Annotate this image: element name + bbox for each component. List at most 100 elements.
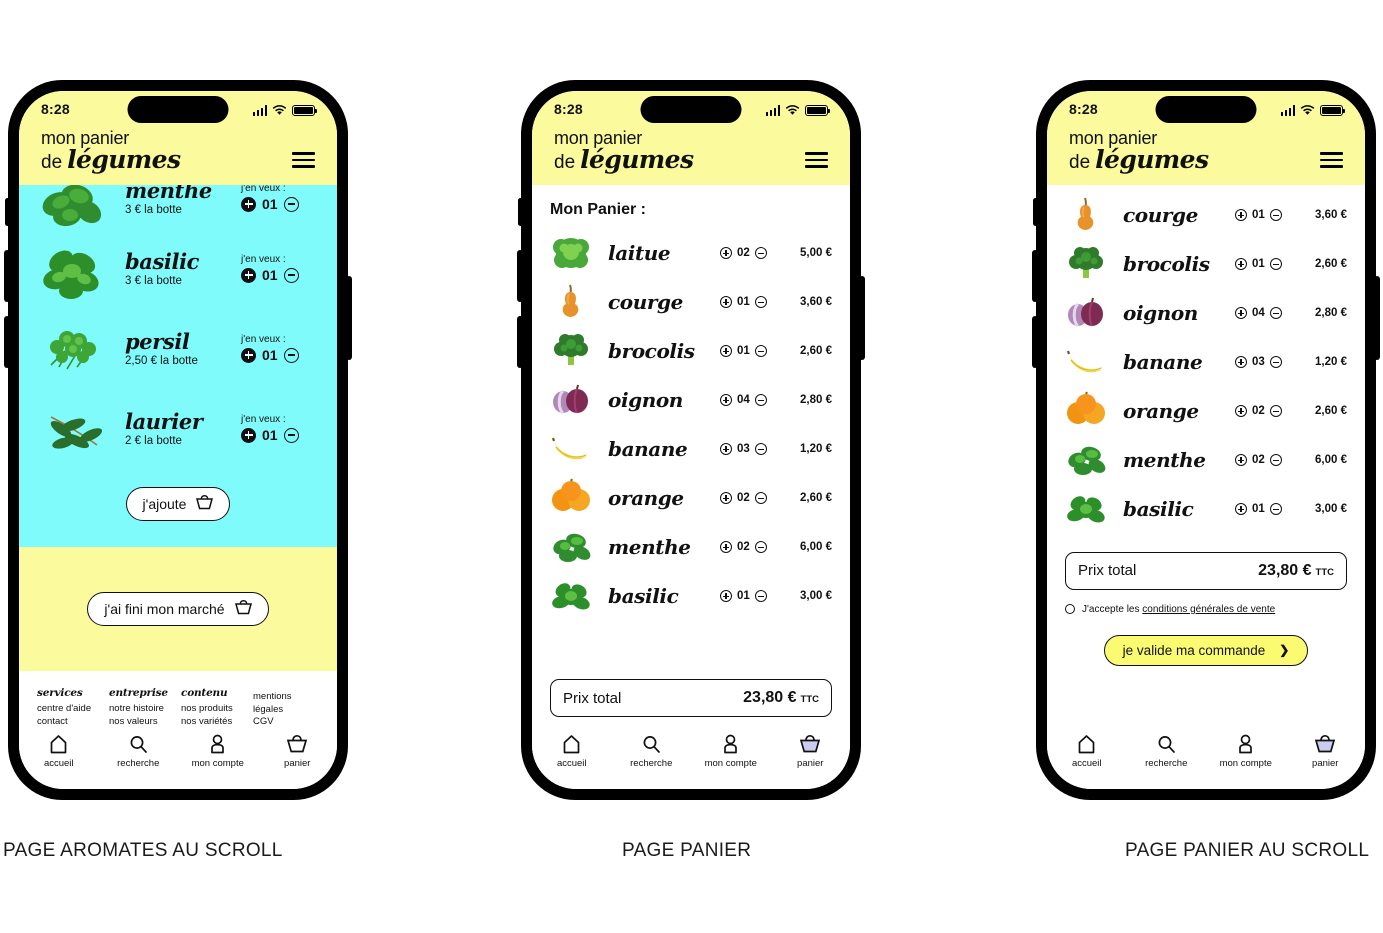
nav-item-panier[interactable]: panier	[262, 733, 332, 769]
cart-row-orange[interactable]: orange 02 2,60 €	[550, 474, 832, 523]
qty-stepper[interactable]: 01	[720, 296, 782, 309]
plus-icon[interactable]	[1235, 258, 1247, 271]
plus-icon[interactable]	[1235, 356, 1247, 369]
cart-row-oignon[interactable]: oignon 04 2,80 €	[550, 376, 832, 425]
qty-stepper[interactable]: 02	[1235, 454, 1297, 467]
plus-icon[interactable]	[720, 541, 732, 554]
nav-item-accueil[interactable]: accueil	[1052, 733, 1122, 769]
minus-icon[interactable]	[1269, 405, 1282, 418]
nav-item-mon-compte[interactable]: mon compte	[1211, 733, 1281, 769]
footer-link[interactable]: nos valeurs	[109, 715, 158, 727]
hamburger-menu-icon[interactable]	[1320, 152, 1343, 168]
qty-stepper[interactable]: 02	[720, 492, 782, 505]
minus-icon[interactable]	[283, 347, 299, 363]
nav-item-accueil[interactable]: accueil	[537, 733, 607, 769]
qty-stepper[interactable]: 02	[720, 247, 782, 260]
footer-link[interactable]: notre histoire	[109, 703, 164, 714]
minus-icon[interactable]	[754, 345, 767, 358]
plus-icon[interactable]	[241, 427, 256, 443]
volume-up-button[interactable]	[1032, 250, 1038, 302]
minus-icon[interactable]	[283, 196, 299, 212]
brand-logo[interactable]: mon panier de légumes	[41, 129, 181, 173]
minus-icon[interactable]	[283, 427, 299, 443]
herb-row-persil[interactable]: persil 2,50 € la botte j'en veux : 01	[37, 309, 319, 389]
plus-icon[interactable]	[720, 247, 732, 260]
plus-icon[interactable]	[720, 443, 732, 456]
cart-row-menthe[interactable]: menthe 02 6,00 €	[1065, 436, 1347, 485]
scroll-body-panier-scroll[interactable]: courge 01 3,60 € brocolis	[1047, 184, 1365, 727]
qty-stepper[interactable]: 04	[1235, 307, 1297, 320]
cart-row-banane[interactable]: banane 03 1,20 €	[550, 425, 832, 474]
plus-icon[interactable]	[241, 267, 256, 283]
herb-row-menthe[interactable]: menthe 3 € la botte j'en veux : 01	[37, 184, 319, 229]
cart-row-brocolis[interactable]: brocolis 01 2,60 €	[550, 327, 832, 376]
plus-icon[interactable]	[1235, 405, 1247, 418]
power-button[interactable]	[1374, 276, 1380, 360]
validate-order-button[interactable]: je valide ma commande ❯	[1103, 634, 1309, 666]
scroll-body-aromates[interactable]: menthe 3 € la botte j'en veux : 01	[19, 184, 337, 727]
minus-icon[interactable]	[754, 296, 767, 309]
cart-row-basilic[interactable]: basilic 01 3,00 €	[550, 572, 832, 621]
volume-down-button[interactable]	[517, 316, 523, 368]
minus-icon[interactable]	[1269, 356, 1282, 369]
plus-icon[interactable]	[1235, 307, 1247, 320]
minus-icon[interactable]	[754, 541, 767, 554]
footer-link[interactable]: mentions légales	[253, 691, 292, 715]
silent-switch[interactable]	[5, 198, 10, 226]
qty-stepper[interactable]: 01	[1235, 209, 1297, 222]
cart-row-basilic[interactable]: basilic 01 3,00 €	[1065, 485, 1347, 534]
nav-item-recherche[interactable]: recherche	[1131, 733, 1201, 769]
qty-stepper[interactable]: 03	[720, 443, 782, 456]
plus-icon[interactable]	[241, 196, 256, 212]
add-button[interactable]: j'ajoute	[125, 486, 231, 521]
cart-row-courge[interactable]: courge 01 3,60 €	[1065, 191, 1347, 240]
minus-icon[interactable]	[1269, 258, 1282, 271]
nav-item-recherche[interactable]: recherche	[616, 733, 686, 769]
qty-stepper[interactable]: 03	[1235, 356, 1297, 369]
footer-link[interactable]: contact	[37, 715, 68, 727]
footer-link[interactable]: nos produits	[181, 703, 233, 714]
brand-logo[interactable]: mon panier de légumes	[554, 129, 694, 173]
plus-icon[interactable]	[1235, 503, 1247, 516]
nav-item-panier[interactable]: panier	[775, 733, 845, 769]
qty-stepper[interactable]: 01	[720, 345, 782, 358]
volume-up-button[interactable]	[517, 250, 523, 302]
qty-stepper[interactable]: 04	[720, 394, 782, 407]
minus-icon[interactable]	[754, 443, 767, 456]
cart-row-courge[interactable]: courge 01 3,60 €	[550, 278, 832, 327]
cart-row-menthe[interactable]: menthe 02 6,00 €	[550, 523, 832, 572]
minus-icon[interactable]	[1269, 209, 1282, 222]
finish-market-button[interactable]: j'ai fini mon marché	[87, 591, 269, 626]
plus-icon[interactable]	[720, 590, 732, 603]
cart-row-banane[interactable]: banane 03 1,20 €	[1065, 338, 1347, 387]
cart-row-brocolis[interactable]: brocolis 01 2,60 €	[1065, 240, 1347, 289]
minus-icon[interactable]	[754, 394, 767, 407]
qty-stepper[interactable]: 01	[241, 196, 319, 212]
herb-row-basilic[interactable]: basilic 3 € la botte j'en veux : 01	[37, 229, 319, 309]
nav-item-mon-compte[interactable]: mon compte	[183, 733, 253, 769]
qty-stepper[interactable]: 01	[720, 590, 782, 603]
cgv-radio-button[interactable]	[1065, 604, 1075, 615]
volume-down-button[interactable]	[4, 316, 10, 368]
minus-icon[interactable]	[283, 267, 299, 283]
qty-stepper[interactable]: 01	[1235, 258, 1297, 271]
minus-icon[interactable]	[754, 247, 767, 260]
cgv-acceptance-row[interactable]: J'accepte les conditions générales de ve…	[1047, 590, 1365, 615]
cgv-link[interactable]: conditions générales de vente	[1142, 603, 1276, 615]
hamburger-menu-icon[interactable]	[805, 152, 828, 168]
nav-item-panier[interactable]: panier	[1290, 733, 1360, 769]
nav-item-mon-compte[interactable]: mon compte	[696, 733, 766, 769]
volume-down-button[interactable]	[1032, 316, 1038, 368]
minus-icon[interactable]	[754, 590, 767, 603]
qty-stepper[interactable]: 01	[241, 427, 319, 443]
footer-link[interactable]: CGV	[253, 716, 274, 727]
nav-item-accueil[interactable]: accueil	[24, 733, 94, 769]
plus-icon[interactable]	[720, 345, 732, 358]
cart-row-oignon[interactable]: oignon 04 2,80 €	[1065, 289, 1347, 338]
brand-logo[interactable]: mon panier de légumes	[1069, 129, 1209, 173]
silent-switch[interactable]	[1033, 198, 1038, 226]
silent-switch[interactable]	[518, 198, 523, 226]
scroll-body-panier[interactable]: Mon Panier : laitue 02 5,00 €	[532, 184, 850, 727]
plus-icon[interactable]	[1235, 454, 1247, 467]
minus-icon[interactable]	[1269, 454, 1282, 467]
